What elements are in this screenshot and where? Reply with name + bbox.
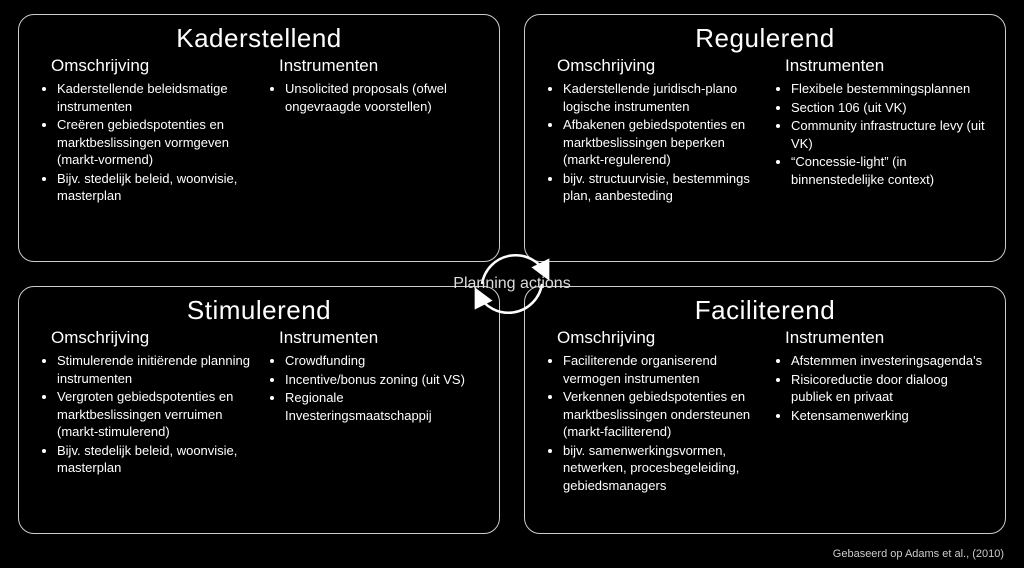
list-item: Verkennen gebiedspotenties en marktbesli…: [563, 388, 759, 441]
list-item: bijv. samenwerkingsvormen, netwerken, pr…: [563, 442, 759, 495]
list-item: Bijv. stedelijk beleid, woonvisie, maste…: [57, 442, 253, 477]
panel-kaderstellend: Kaderstellend Omschrijving Kaderstellend…: [18, 14, 500, 262]
panel-stimulerend: Stimulerend Omschrijving Stimulerende in…: [18, 286, 500, 534]
col-title: Instrumenten: [265, 328, 481, 348]
list-item: Incentive/bonus zoning (uit VS): [285, 371, 481, 389]
panel-faciliterend: Faciliterend Omschrijving Faciliterende …: [524, 286, 1006, 534]
quadrant-grid: Kaderstellend Omschrijving Kaderstellend…: [0, 0, 1024, 568]
col-omschrijving: Omschrijving Kaderstellende juridisch-pl…: [543, 56, 759, 247]
list-omschrijving: Stimulerende initiërende planning instru…: [37, 352, 253, 477]
col-omschrijving: Omschrijving Faciliterende organiserend …: [543, 328, 759, 519]
list-item: Crowdfunding: [285, 352, 481, 370]
col-title: Instrumenten: [265, 56, 481, 76]
col-omschrijving: Omschrijving Stimulerende initiërende pl…: [37, 328, 253, 519]
list-item: “Concessie-light” (in binnenstedelijke c…: [791, 153, 987, 188]
list-instrumenten: Flexibele bestemmingsplannen Section 106…: [771, 80, 987, 188]
panel-title: Regulerend: [543, 23, 987, 54]
list-item: Afstemmen investeringsagenda's: [791, 352, 987, 370]
attribution: Gebaseerd op Adams et al., (2010): [833, 548, 1004, 560]
col-instrumenten: Instrumenten Unsolicited proposals (ofwe…: [265, 56, 481, 247]
panel-title: Faciliterend: [543, 295, 987, 326]
col-title: Instrumenten: [771, 328, 987, 348]
panel-regulerend: Regulerend Omschrijving Kaderstellende j…: [524, 14, 1006, 262]
list-item: bijv. structuurvisie, bestemmings plan, …: [563, 170, 759, 205]
list-instrumenten: Afstemmen investeringsagenda's Risicored…: [771, 352, 987, 424]
col-instrumenten: Instrumenten Flexibele bestemmingsplanne…: [771, 56, 987, 247]
col-omschrijving: Omschrijving Kaderstellende beleidsmatig…: [37, 56, 253, 247]
col-title: Omschrijving: [37, 56, 253, 76]
col-title: Omschrijving: [543, 56, 759, 76]
list-instrumenten: Crowdfunding Incentive/bonus zoning (uit…: [265, 352, 481, 424]
list-item: Community infrastructure levy (uit VK): [791, 117, 987, 152]
list-item: Stimulerende initiërende planning instru…: [57, 352, 253, 387]
panel-columns: Omschrijving Faciliterende organiserend …: [543, 328, 987, 519]
panel-columns: Omschrijving Stimulerende initiërende pl…: [37, 328, 481, 519]
col-instrumenten: Instrumenten Afstemmen investeringsagend…: [771, 328, 987, 519]
list-item: Flexibele bestemmingsplannen: [791, 80, 987, 98]
list-omschrijving: Kaderstellende juridisch-plano logische …: [543, 80, 759, 205]
list-instrumenten: Unsolicited proposals (ofwel ongevraagde…: [265, 80, 481, 115]
list-item: Unsolicited proposals (ofwel ongevraagde…: [285, 80, 481, 115]
list-item: Bijv. stedelijk beleid, woonvisie, maste…: [57, 170, 253, 205]
list-item: Kaderstellende beleidsmatige instrumente…: [57, 80, 253, 115]
list-item: Regionale Investeringsmaatschappij: [285, 389, 481, 424]
list-item: Faciliterende organiserend vermogen inst…: [563, 352, 759, 387]
col-title: Instrumenten: [771, 56, 987, 76]
panel-columns: Omschrijving Kaderstellende juridisch-pl…: [543, 56, 987, 247]
list-item: Section 106 (uit VK): [791, 99, 987, 117]
list-omschrijving: Faciliterende organiserend vermogen inst…: [543, 352, 759, 494]
panel-title: Kaderstellend: [37, 23, 481, 54]
list-item: Afbakenen gebiedspotenties en marktbesli…: [563, 116, 759, 169]
panel-title: Stimulerend: [37, 295, 481, 326]
list-item: Vergroten gebiedspotenties en marktbesli…: [57, 388, 253, 441]
list-item: Ketensamenwerking: [791, 407, 987, 425]
col-instrumenten: Instrumenten Crowdfunding Incentive/bonu…: [265, 328, 481, 519]
list-item: Creëren gebiedspotenties en marktbesliss…: [57, 116, 253, 169]
panel-columns: Omschrijving Kaderstellende beleidsmatig…: [37, 56, 481, 247]
list-omschrijving: Kaderstellende beleidsmatige instrumente…: [37, 80, 253, 205]
col-title: Omschrijving: [543, 328, 759, 348]
col-title: Omschrijving: [37, 328, 253, 348]
list-item: Risicoreductie door dialoog publiek en p…: [791, 371, 987, 406]
list-item: Kaderstellende juridisch-plano logische …: [563, 80, 759, 115]
